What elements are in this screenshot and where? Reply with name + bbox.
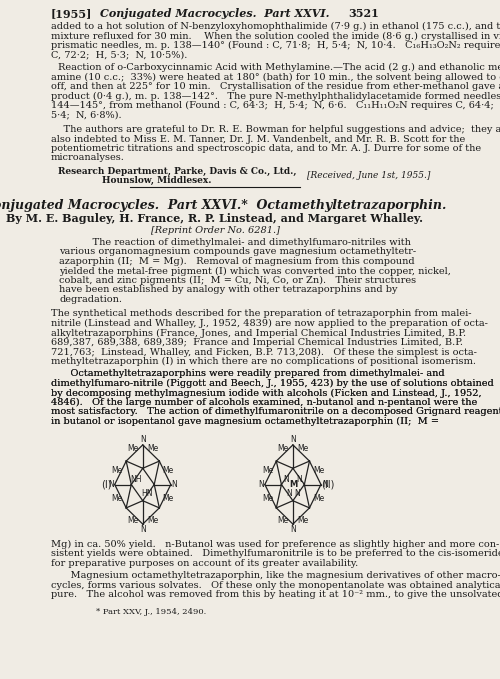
Text: C, 72·2;  H, 5·3;  N, 10·5%).: C, 72·2; H, 5·3; N, 10·5%).	[50, 50, 187, 60]
Text: pure.   The alcohol was removed from this by heating it at 10⁻² mm., to give the: pure. The alcohol was removed from this …	[50, 590, 500, 599]
Text: most satisfactory.   The action of dimethylfumaronitrile on a decomposed Grignar: most satisfactory. The action of dimethy…	[50, 407, 500, 416]
Text: Conjugated Macrocycles.  Part XXVI.*  Octamethyltetrazaporphin.: Conjugated Macrocycles. Part XXVI.* Octa…	[0, 199, 446, 212]
Text: Me: Me	[313, 494, 324, 503]
Text: Me: Me	[127, 516, 138, 525]
Text: Me: Me	[277, 516, 288, 525]
Text: 721,763;  Linstead, Whalley, and Ficken, B.P. 713,208).   Of these the simplest : 721,763; Linstead, Whalley, and Ficken, …	[50, 348, 476, 356]
Text: N: N	[284, 475, 290, 483]
Text: N: N	[140, 525, 145, 534]
Text: by decomposing methylmagnesium iodide with alcohols (Ficken and Linstead, J., 19: by decomposing methylmagnesium iodide wi…	[50, 388, 482, 398]
Text: Reaction of o-Carboxycinnamic Acid with Methylamine.—The acid (2 g.) and ethanol: Reaction of o-Carboxycinnamic Acid with …	[58, 63, 500, 72]
Text: yielded the metal-free pigment (I) which was converted into the copper, nickel,: yielded the metal-free pigment (I) which…	[59, 266, 451, 276]
Text: HN: HN	[141, 489, 152, 498]
Text: Magnesium octamethyltetrazaporphin, like the magnesium derivatives of other macr: Magnesium octamethyltetrazaporphin, like…	[58, 571, 500, 580]
Text: Me: Me	[148, 444, 158, 453]
Text: mixture refluxed for 30 min.    When the solution cooled the imide (8·6 g.) crys: mixture refluxed for 30 min. When the so…	[50, 31, 500, 41]
Text: (I): (I)	[100, 479, 111, 490]
Text: also indebted to Miss E. M. Tanner, Dr. J. M. Vandenbelt, and Mr. R. B. Scott fo: also indebted to Miss E. M. Tanner, Dr. …	[50, 134, 465, 143]
Text: 4846).   Of the large number of alcohols examined, n-butanol and n-pentanol were: 4846). Of the large number of alcohols e…	[50, 398, 477, 407]
Text: The synthetical methods described for the preparation of tetrazaporphin from mal: The synthetical methods described for th…	[50, 310, 471, 318]
Text: Hounslow, Middlesex.: Hounslow, Middlesex.	[102, 176, 211, 185]
Text: 4846).   Of the large number of alcohols examined, n-butanol and n-pentanol were: 4846). Of the large number of alcohols e…	[50, 398, 477, 407]
Text: prismatic needles, m. p. 138—140° (Found : C, 71·8;  H, 5·4;  N, 10·4.   C₁₆H₁₃O: prismatic needles, m. p. 138—140° (Found…	[50, 41, 500, 50]
Text: most satisfactory.   The action of dimethylfumaronitrile on a decomposed Grignar: most satisfactory. The action of dimethy…	[50, 407, 500, 416]
Text: Me: Me	[148, 516, 158, 525]
Text: degradation.: degradation.	[59, 295, 122, 304]
Text: for preparative purposes on account of its greater availability.: for preparative purposes on account of i…	[50, 559, 358, 568]
Text: have been established by analogy with other tetrazaporphins and by: have been established by analogy with ot…	[59, 285, 398, 295]
Text: Me: Me	[162, 466, 174, 475]
Text: 5·4;  N, 6·8%).: 5·4; N, 6·8%).	[50, 111, 122, 120]
Text: azaporphin (II;  M = Mg).   Removal of magnesium from this compound: azaporphin (II; M = Mg). Removal of magn…	[59, 257, 415, 266]
Text: The authors are grateful to Dr. R. E. Bowman for helpful suggestions and advice;: The authors are grateful to Dr. R. E. Bo…	[50, 125, 500, 134]
Text: in butanol or isopentanol gave magnesium octamethyltetrazaporphin (II;  M =: in butanol or isopentanol gave magnesium…	[50, 417, 438, 426]
Text: (II): (II)	[322, 479, 335, 490]
Text: N: N	[294, 489, 300, 498]
Text: Me: Me	[262, 494, 273, 503]
Text: cobalt, and zinc pigments (II;  M = Cu, Ni, Co, or Zn).   Their structures: cobalt, and zinc pigments (II; M = Cu, N…	[59, 276, 416, 285]
Text: off, and then at 225° for 10 min.   Crystallisation of the residue from ether-me: off, and then at 225° for 10 min. Crysta…	[50, 82, 500, 91]
Text: Mg) in ca. 50% yield.   n-Butanol was used for preference as slightly higher and: Mg) in ca. 50% yield. n-Butanol was used…	[50, 540, 499, 549]
Text: various organomagnesium compounds gave magnesium octamethyltetr-: various organomagnesium compounds gave m…	[59, 248, 416, 257]
Text: Me: Me	[127, 444, 138, 453]
Text: amine (10 c.c.;  33%) were heated at 180° (bath) for 10 min., the solvent being : amine (10 c.c.; 33%) were heated at 180°…	[50, 73, 500, 81]
Text: Me: Me	[298, 516, 308, 525]
Text: M: M	[289, 480, 297, 489]
Text: potentiometric titrations and spectroscopic data, and to Mr. A. J. Durre for som: potentiometric titrations and spectrosco…	[50, 144, 481, 153]
Text: product (0·4 g.), m. p. 138—142°.   The pure N-methylphthalidylacetamide formed : product (0·4 g.), m. p. 138—142°. The pu…	[50, 92, 500, 100]
Text: added to a hot solution of N-benzyloxyhomophthalimide (7·9 g.) in ethanol (175 c: added to a hot solution of N-benzyloxyho…	[50, 22, 500, 31]
Text: [Received, June 1st, 1955.]: [Received, June 1st, 1955.]	[307, 171, 430, 180]
Text: Conjugated Macrocycles.  Part XXVI.: Conjugated Macrocycles. Part XXVI.	[100, 8, 330, 19]
Text: cycles, forms various solvates.   Of these only the monopentanolate was obtained: cycles, forms various solvates. Of these…	[50, 581, 500, 589]
Text: Me: Me	[162, 494, 174, 503]
Text: Me: Me	[313, 466, 324, 475]
Text: microanalyses.: microanalyses.	[50, 153, 124, 162]
Text: NH: NH	[130, 475, 142, 483]
Text: N: N	[290, 435, 296, 444]
Text: 3521: 3521	[348, 8, 380, 19]
Text: dimethylfumaro-nitrile (Piggott and Beech, J., 1955, 423) by the use of solution: dimethylfumaro-nitrile (Piggott and Beec…	[50, 379, 494, 388]
Text: N: N	[286, 489, 292, 498]
Text: Octamethyltetrazaporphins were readily prepared from dimethylmalei- and: Octamethyltetrazaporphins were readily p…	[58, 369, 444, 378]
Text: dimethylfumaro-nitrile (Piggott and Beech, J., 1955, 423) by the use of solution: dimethylfumaro-nitrile (Piggott and Beec…	[50, 379, 494, 388]
Text: N: N	[108, 480, 114, 489]
Text: N: N	[290, 525, 296, 534]
Text: Me: Me	[112, 466, 123, 475]
Text: 144—145°, from methanol (Found : C, 64·3;  H, 5·4;  N, 6·6.   C₁₁H₁₁O₂N requires: 144—145°, from methanol (Found : C, 64·3…	[50, 101, 500, 110]
Text: [1955]: [1955]	[50, 8, 92, 19]
Text: N: N	[322, 480, 328, 489]
Text: N: N	[140, 435, 145, 444]
Text: Me: Me	[277, 444, 288, 453]
Text: By M. E. Baguley, H. France, R. P. Linstead, and Margaret Whalley.: By M. E. Baguley, H. France, R. P. Linst…	[6, 213, 424, 224]
Text: [Reprint Order No. 6281.]: [Reprint Order No. 6281.]	[150, 226, 280, 235]
Text: Research Department, Parke, Davis & Co., Ltd.,: Research Department, Parke, Davis & Co.,…	[58, 167, 296, 176]
Text: alkyltetrazaporphins (France, Jones, and Imperial Chemical Industries Limited, B: alkyltetrazaporphins (France, Jones, and…	[50, 329, 466, 337]
Text: N: N	[172, 480, 177, 489]
Text: Me: Me	[112, 494, 123, 503]
Text: nitrile (Linstead and Whalley, J., 1952, 4839) are now applied to the preparatio: nitrile (Linstead and Whalley, J., 1952,…	[50, 319, 488, 328]
Text: in butanol or isopentanol gave magnesium octamethyltetrazaporphin (II;  M =: in butanol or isopentanol gave magnesium…	[50, 417, 438, 426]
Text: methyltetrazaporphin (I) in which there are no complications of positional isome: methyltetrazaporphin (I) in which there …	[50, 357, 476, 366]
Text: by decomposing methylmagnesium iodide with alcohols (Ficken and Linstead, J., 19: by decomposing methylmagnesium iodide wi…	[50, 388, 482, 398]
Text: 689,387, 689,388, 689,389;  France and Imperial Chemical Industries Limited, B.P: 689,387, 689,388, 689,389; France and Im…	[50, 338, 463, 347]
Text: The reaction of dimethylmalei- and dimethylfumaro-nitriles with: The reaction of dimethylmalei- and dimet…	[80, 238, 411, 247]
Text: sistent yields were obtained.   Dimethylfumaronitrile is to be preferred to the : sistent yields were obtained. Dimethylfu…	[50, 549, 500, 558]
Text: Me: Me	[262, 466, 273, 475]
Text: N: N	[258, 480, 264, 489]
Text: Me: Me	[298, 444, 308, 453]
Text: N: N	[296, 475, 302, 483]
Text: Octamethyltetrazaporphins were readily prepared from dimethylmalei- and: Octamethyltetrazaporphins were readily p…	[58, 369, 444, 378]
Text: * Part XXV, J., 1954, 2490.: * Part XXV, J., 1954, 2490.	[96, 608, 206, 617]
